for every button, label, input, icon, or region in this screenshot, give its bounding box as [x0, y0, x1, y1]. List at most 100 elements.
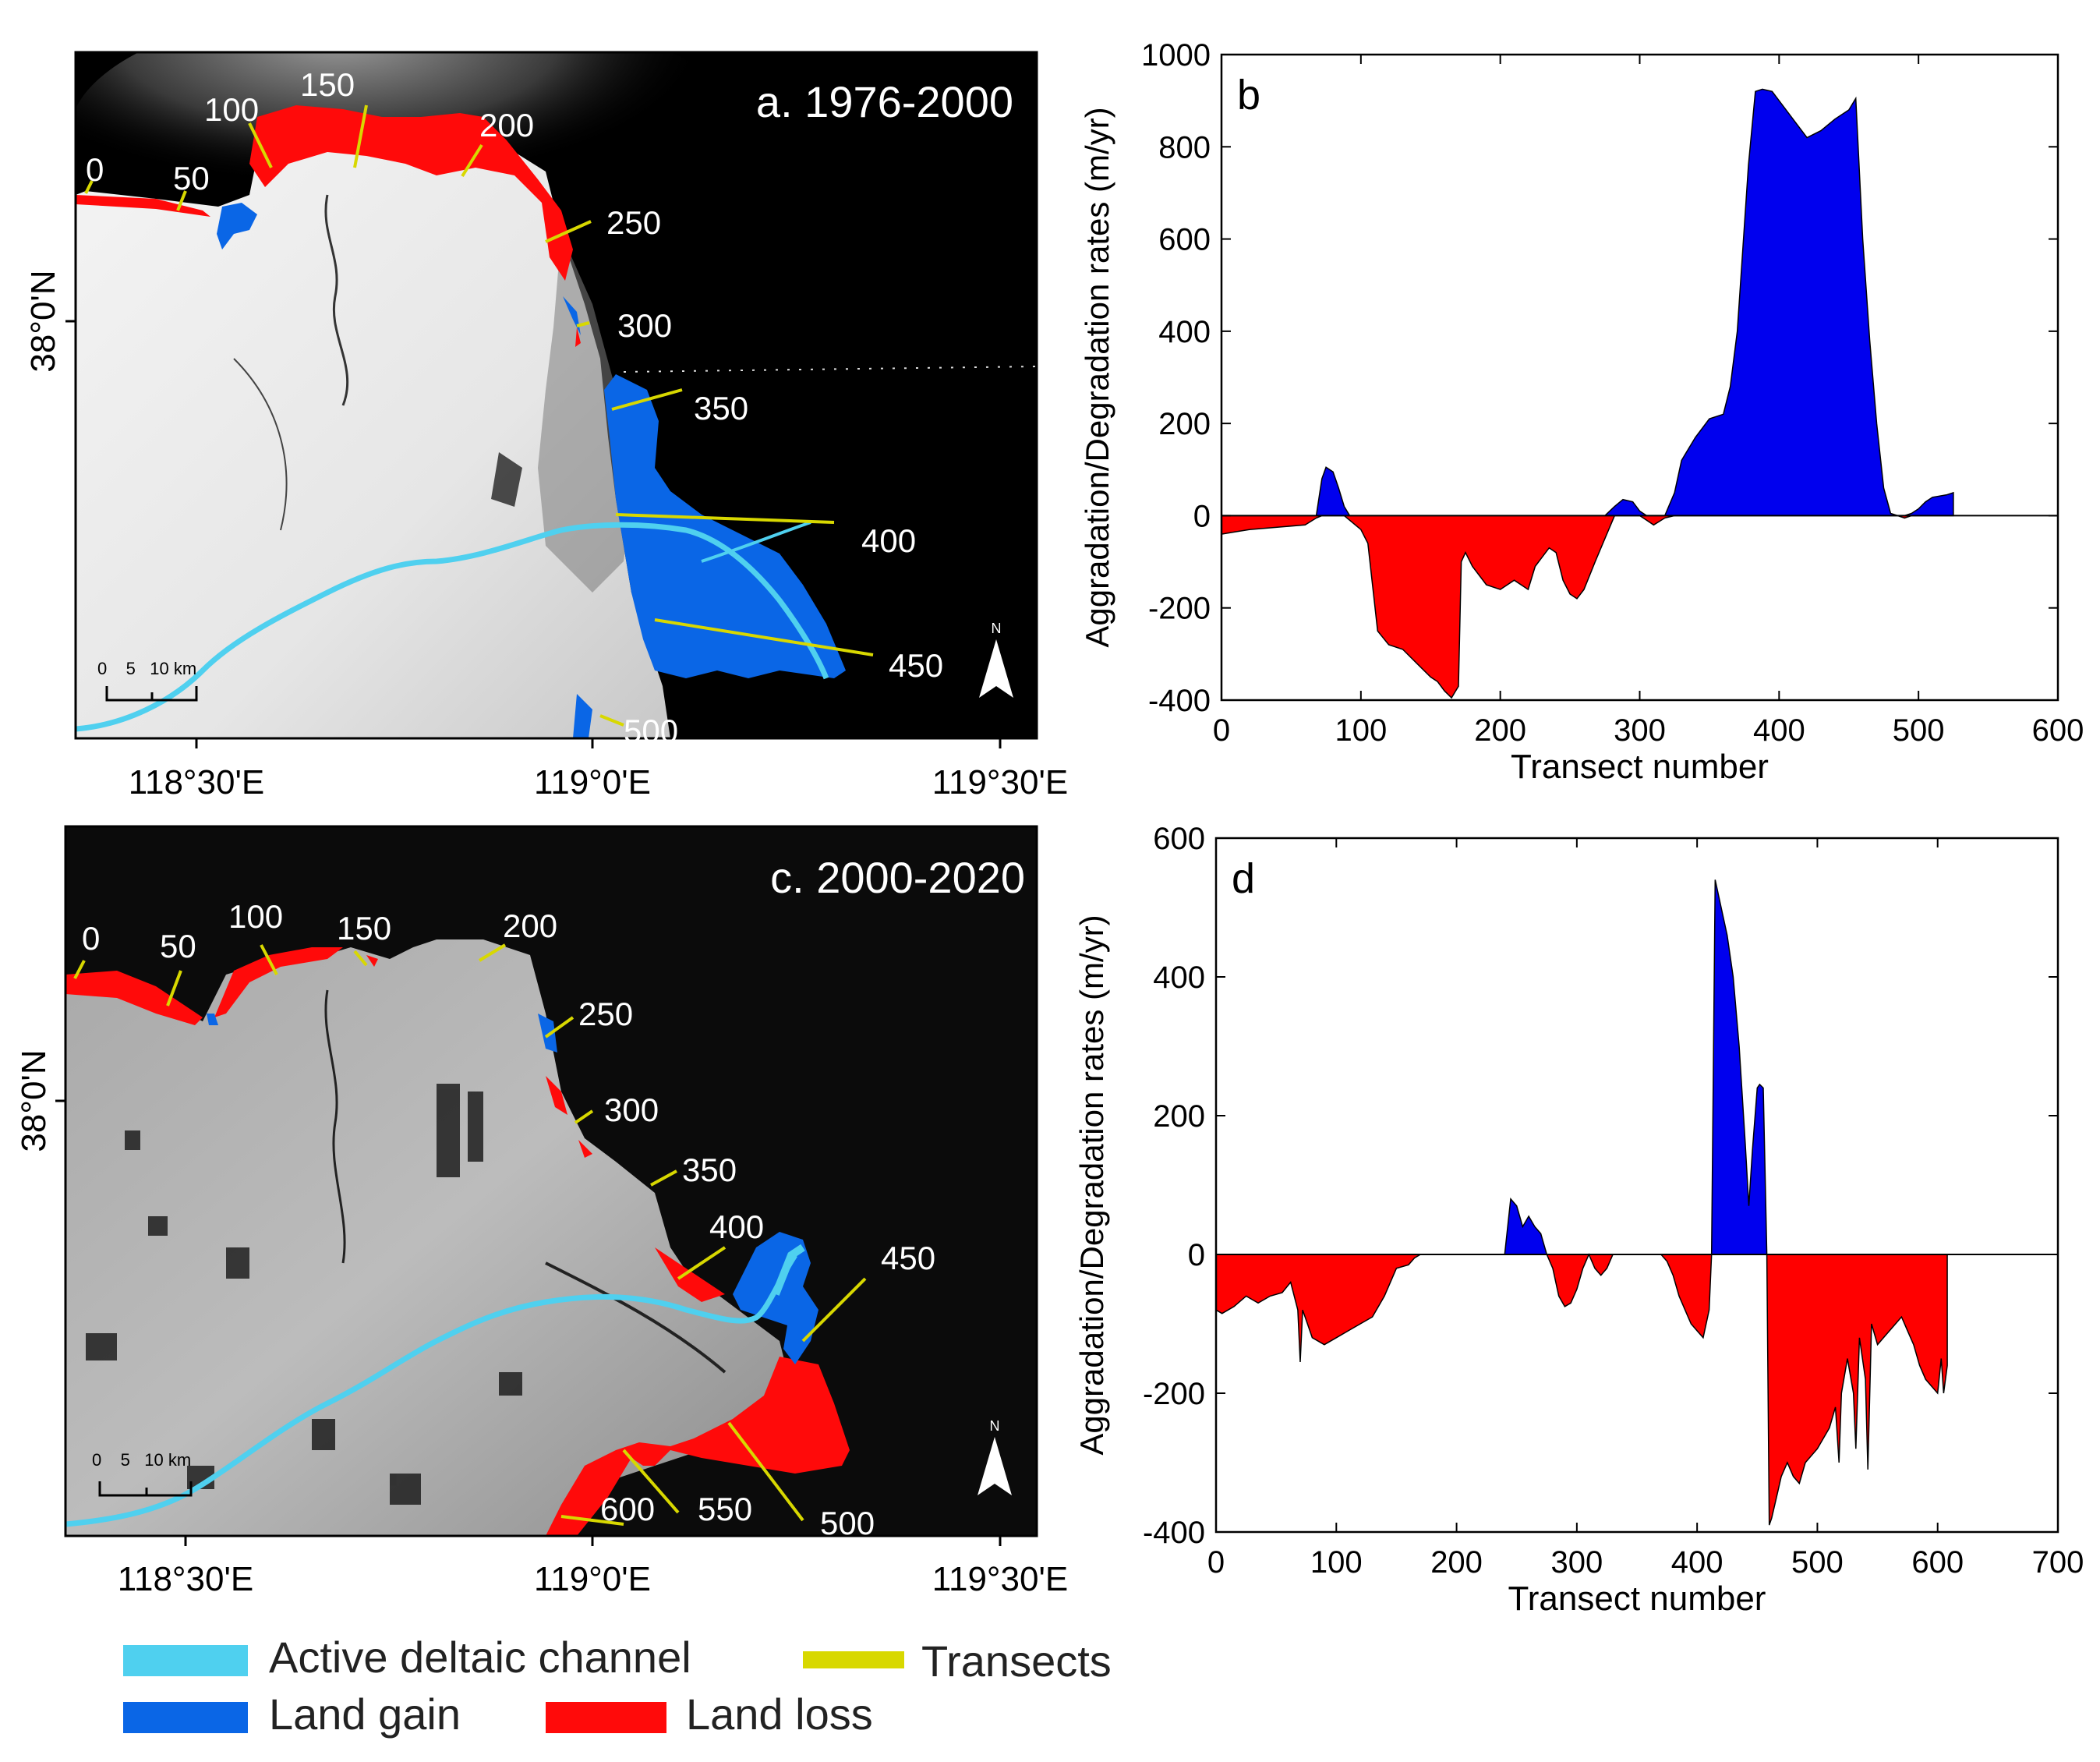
map-c-transect-label: 150 [337, 910, 391, 946]
x-tick-label: 300 [1614, 713, 1666, 748]
legend-transects-label: Transects [921, 1636, 1112, 1686]
map-c-lon-label: 118°30'E [118, 1560, 253, 1598]
x-tick-label: 100 [1335, 713, 1387, 748]
map-a-transect-label: 250 [606, 204, 661, 241]
panel-title: d [1232, 855, 1255, 902]
map-c-transect-label: 0 [82, 920, 100, 957]
y-tick-label: 600 [1158, 223, 1211, 257]
y-tick-label: -200 [1148, 592, 1211, 626]
map-a-title: a. 1976-2000 [756, 77, 1013, 126]
map-c-transect-label: 250 [578, 996, 633, 1032]
x-tick-label: 400 [1671, 1545, 1723, 1580]
x-axis-label: Transect number [1511, 748, 1769, 786]
map-a-transect-label: 200 [479, 107, 534, 143]
map-a-ticks [65, 320, 1002, 748]
map-c-transect-label: 400 [709, 1208, 764, 1245]
map-c-transect-label: 500 [820, 1505, 875, 1541]
map-a-transect-label: 50 [173, 160, 210, 196]
y-tick-label: 200 [1158, 407, 1211, 441]
map-a-transect-label: 150 [300, 66, 355, 103]
y-tick-label: 0 [1188, 1238, 1205, 1272]
map-a-transect-label: 400 [861, 522, 916, 559]
map-a-lon-label: 118°30'E [129, 763, 264, 801]
legend-loss-swatch [546, 1702, 666, 1733]
x-tick-label: 600 [2032, 713, 2084, 748]
map-c-north-label: N [990, 1418, 1000, 1434]
map-c-lon-labels: 118°30'E 119°0'E 119°30'E [118, 1560, 1068, 1598]
gain-area [1221, 88, 1954, 517]
map-c-transect-label: 100 [228, 898, 283, 935]
map-a-image [76, 52, 1037, 738]
y-tick-label: 200 [1153, 1099, 1205, 1134]
map-a-lon-label: 119°30'E [932, 763, 1068, 801]
legend-transects-swatch [803, 1651, 904, 1668]
y-tick-label: -200 [1143, 1377, 1205, 1411]
legend-loss-label: Land loss [686, 1689, 873, 1739]
x-tick-label: 0 [1213, 713, 1230, 748]
map-c-transect-labels: 0 50 100 150 200 250 300 350 400 450 500… [82, 898, 935, 1541]
y-tick-label: 400 [1158, 315, 1211, 349]
map-a-lon-label: 119°0'E [534, 763, 651, 801]
y-axis-label: Aggradation/Degradation rates (m/yr) [1079, 107, 1115, 647]
x-tick-label: 500 [1791, 1545, 1844, 1580]
y-tick-label: 800 [1158, 130, 1211, 165]
map-a-transect-label: 300 [617, 307, 672, 344]
map-a-scale-label: 0 5 10 km [97, 659, 196, 678]
x-tick-label: 600 [1911, 1545, 1964, 1580]
map-c-north-arrow: N [978, 1418, 1012, 1495]
map-c-title: c. 2000-2020 [770, 853, 1025, 902]
x-tick-label: 0 [1207, 1545, 1225, 1580]
map-c-transect-label: 350 [682, 1152, 737, 1188]
legend-gain-label: Land gain [269, 1689, 461, 1739]
x-tick-label: 300 [1550, 1545, 1603, 1580]
x-tick-label: 200 [1474, 713, 1526, 748]
y-tick-label: 0 [1193, 499, 1211, 533]
map-a-transect-labels: 0 50 100 150 200 250 300 350 400 450 500 [86, 66, 943, 749]
chart-b: 0 100 200 300 400 500 600 -400 -200 0 200 400 600 800… [1079, 38, 2084, 786]
legend-channel-label: Active deltaic channel [269, 1633, 691, 1682]
x-tick-label: 500 [1893, 713, 1945, 748]
map-c-lon-label: 119°0'E [534, 1560, 651, 1598]
map-a-north-label: N [992, 621, 1002, 636]
loss-area [1221, 515, 1955, 699]
chart-d: 0 100 200 300 400 500 600 700 -400 -200 0 200 400 600… [1073, 822, 2084, 1618]
panel-title: b [1237, 72, 1260, 119]
y-tick-label: -400 [1143, 1516, 1205, 1550]
loss-area [1215, 1253, 1948, 1526]
map-c-ticks [55, 1099, 1002, 1546]
x-tick-label: 700 [2032, 1545, 2084, 1580]
map-c: c. 2000-2020 0 50 100 150 200 250 300 35… [15, 825, 1068, 1598]
map-a: a. 1976-2000 0 50 100 150 200 250 300 35… [24, 51, 1068, 801]
map-c-transect-label: 450 [881, 1240, 935, 1276]
x-tick-label: 200 [1430, 1545, 1483, 1580]
map-a-lat-label: 38°0'N [24, 270, 62, 372]
map-c-scale-bar: 0 5 10 km [92, 1450, 193, 1497]
gain-area [1216, 879, 1948, 1255]
x-tick-label: 100 [1310, 1545, 1363, 1580]
map-c-transect-label: 50 [160, 928, 196, 964]
map-a-transect-label: 450 [889, 647, 943, 684]
legend-gain-swatch [123, 1702, 248, 1733]
transect-lines-a [84, 104, 874, 727]
plot-frame [1214, 837, 2059, 1534]
map-c-image [65, 826, 1037, 1536]
legend-channel-swatch [123, 1645, 248, 1676]
map-a-north-arrow: N [979, 621, 1013, 698]
transect-lines-c [73, 943, 867, 1526]
map-c-lon-label: 119°30'E [932, 1560, 1068, 1598]
map-a-transect-label: 350 [694, 390, 748, 426]
map-a-lon-labels: 118°30'E 119°0'E 119°30'E [129, 763, 1068, 801]
map-a-transect-label: 0 [86, 151, 104, 188]
map-c-transect-label: 300 [604, 1092, 659, 1128]
map-c-transect-label: 200 [503, 908, 557, 944]
map-c-transect-label: 600 [600, 1491, 655, 1527]
x-axis-label: Transect number [1508, 1580, 1766, 1618]
legend: Active deltaic channel Transects Land ga… [123, 1633, 1112, 1739]
map-c-lat-label: 38°0'N [15, 1049, 53, 1152]
x-tick-label: 400 [1753, 713, 1805, 748]
map-a-scale-bar: 0 5 10 km [97, 659, 198, 702]
map-a-transect-label: 100 [204, 91, 259, 128]
y-axis-label: Aggradation/Degradation rates (m/yr) [1073, 915, 1110, 1455]
y-tick-label: 1000 [1141, 38, 1211, 73]
y-tick-label: 600 [1153, 822, 1205, 856]
